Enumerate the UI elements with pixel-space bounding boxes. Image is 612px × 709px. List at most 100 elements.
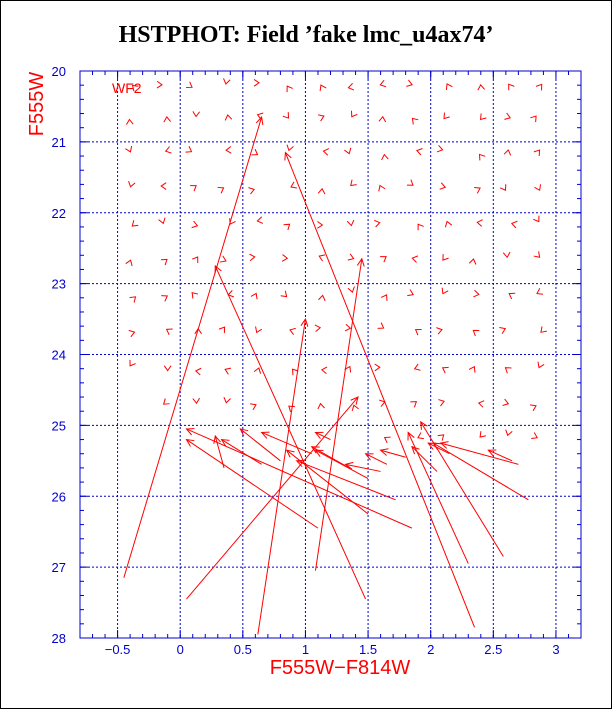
vector-line xyxy=(380,449,406,458)
vector-arrowhead xyxy=(379,448,389,456)
error-marker xyxy=(417,432,424,440)
x-tick-label: 0.5 xyxy=(234,642,252,657)
y-tick-label: 27 xyxy=(52,560,66,575)
vector-arrowhead xyxy=(350,396,359,405)
error-marker xyxy=(537,361,545,369)
vector-arrowhead xyxy=(213,434,221,444)
error-marker xyxy=(508,83,515,91)
error-marker xyxy=(374,219,381,228)
error-marker xyxy=(510,220,518,229)
vector-arrowhead xyxy=(411,445,420,455)
error-marker xyxy=(319,84,327,92)
error-marker xyxy=(125,118,134,125)
y-tick-label: 25 xyxy=(52,418,66,433)
vector-arrowhead xyxy=(300,317,309,327)
error-marker xyxy=(161,295,169,302)
error-marker xyxy=(438,399,445,407)
y-tick-label: 22 xyxy=(52,206,66,221)
error-marker xyxy=(504,112,512,120)
error-marker xyxy=(472,329,480,337)
error-marker xyxy=(164,146,172,154)
error-marker xyxy=(347,253,355,261)
vector-line xyxy=(186,439,319,529)
error-marker xyxy=(160,182,167,190)
error-marker xyxy=(379,79,387,88)
x-tick-label: 2.5 xyxy=(484,642,502,657)
error-marker xyxy=(380,294,388,301)
vector-arrowhead xyxy=(284,151,292,161)
error-marker xyxy=(536,288,543,295)
vector-arrowhead xyxy=(255,115,264,126)
error-marker xyxy=(473,289,480,298)
error-marker xyxy=(406,79,413,87)
vector-line xyxy=(440,442,519,465)
error-marker xyxy=(256,216,264,224)
vector-arrowhead xyxy=(420,420,428,430)
error-marker xyxy=(477,400,485,408)
error-marker xyxy=(530,404,537,412)
error-marker xyxy=(192,111,201,118)
error-marker xyxy=(191,220,199,229)
vector-line xyxy=(286,449,369,515)
error-marker xyxy=(437,434,445,441)
error-marker xyxy=(192,397,201,405)
error-marker xyxy=(414,329,422,336)
vector-line xyxy=(432,442,529,501)
error-marker xyxy=(291,368,299,376)
error-marker xyxy=(378,115,387,123)
error-marker xyxy=(156,80,163,89)
x-tick-label: 0 xyxy=(177,642,184,657)
tick-labels: −0.5 0 0.5 1 1.5 2 2.5 3 20 21 22 23 24 25 26 27 28 xyxy=(52,64,560,657)
error-marker xyxy=(131,84,139,92)
error-marker xyxy=(282,112,290,119)
error-marker xyxy=(476,219,483,227)
error-marker xyxy=(383,436,391,444)
error-marker xyxy=(474,186,481,194)
error-marker xyxy=(478,153,486,161)
error-marker xyxy=(253,367,262,374)
vector-line xyxy=(186,396,359,600)
x-tick-label: 2 xyxy=(427,642,434,657)
error-marker xyxy=(249,253,256,262)
x-tick-label: 3 xyxy=(552,642,559,657)
vector-line xyxy=(221,439,262,465)
error-marker xyxy=(411,117,419,125)
error-marker xyxy=(186,81,193,89)
error-marker xyxy=(417,223,424,231)
error-marker xyxy=(129,359,136,367)
axis-ticks xyxy=(79,70,582,639)
vector-line xyxy=(365,453,388,465)
error-marker xyxy=(317,221,324,229)
error-marker xyxy=(411,255,419,263)
y-tick-label: 23 xyxy=(52,277,66,292)
error-marker xyxy=(320,366,328,375)
error-marker xyxy=(531,432,538,440)
y-tick-label: 26 xyxy=(52,489,66,504)
error-marker xyxy=(281,254,289,262)
error-marker xyxy=(406,179,414,186)
y-axis-label: F555W xyxy=(26,72,48,137)
x-axis-label: F555W−F814W xyxy=(270,657,411,679)
error-marker xyxy=(162,398,170,405)
vector-line xyxy=(240,428,281,462)
error-marker xyxy=(158,217,166,225)
error-marker xyxy=(442,254,449,261)
y-tick-label: 20 xyxy=(52,64,66,79)
error-marker xyxy=(250,292,258,300)
error-marker xyxy=(223,78,231,85)
vector-arrowhead xyxy=(185,428,195,436)
vector-line xyxy=(345,463,381,472)
error-marker xyxy=(439,182,447,190)
error-marker xyxy=(250,403,257,411)
error-marker xyxy=(224,114,233,121)
panel-label: WF2 xyxy=(112,80,142,96)
vector-arrowhead xyxy=(364,453,374,461)
error-marker xyxy=(416,148,423,156)
error-marker xyxy=(317,402,325,410)
y-tick-label: 28 xyxy=(52,631,66,646)
y-tick-label: 21 xyxy=(52,135,66,150)
vector-line xyxy=(261,432,312,455)
error-marker xyxy=(256,112,264,120)
error-marker xyxy=(534,184,542,192)
vector-line xyxy=(314,258,363,571)
